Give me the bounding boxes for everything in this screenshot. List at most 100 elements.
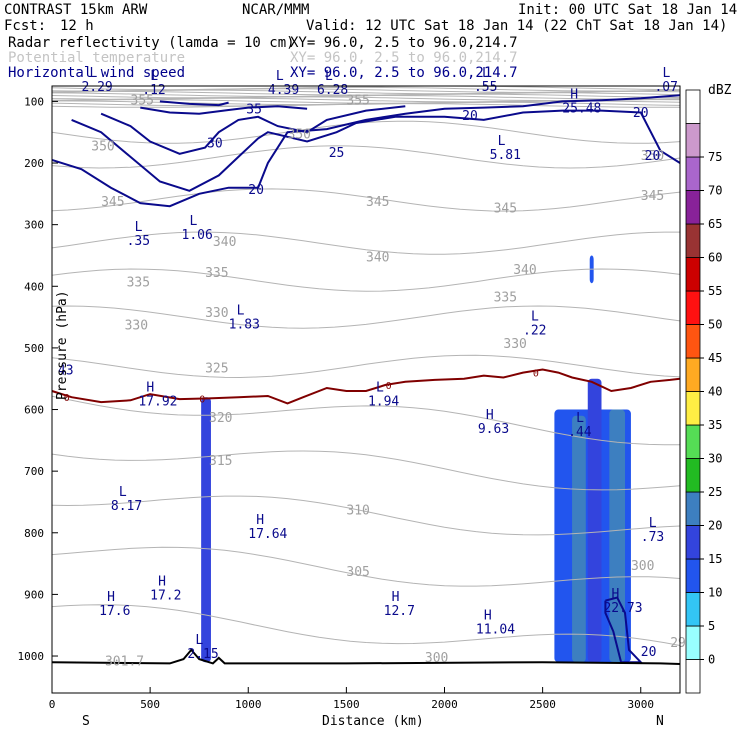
colorbar-swatch	[685, 558, 701, 593]
reflectivity-column	[609, 409, 626, 663]
extremum-value: .44	[568, 425, 592, 440]
theta-line	[51, 231, 680, 255]
extremum-marker: H	[158, 574, 166, 589]
extremum-value: 17.64	[248, 527, 287, 542]
extremum-marker: L	[89, 66, 97, 81]
theta-line	[51, 354, 681, 379]
theta-label: 340	[513, 263, 536, 278]
extremum-value: 1.06	[182, 228, 213, 243]
colorbar-swatch	[685, 190, 701, 225]
colorbar-label: 45	[708, 351, 722, 365]
extremum-value: 25.48	[562, 102, 601, 117]
extremum-value: 12.7	[384, 604, 415, 619]
theta-line	[51, 103, 680, 108]
colorbar-swatch	[685, 357, 701, 392]
extremum-marker: L	[325, 69, 333, 84]
colorbar-label: 50	[708, 318, 722, 332]
extremum-value: 6.28	[317, 83, 348, 98]
y-tick-label: 300	[24, 219, 44, 232]
colorbar-swatch	[685, 391, 701, 426]
extremum-value: .73	[641, 530, 664, 545]
y-tick-label: 600	[24, 404, 44, 417]
x-tick-label: 500	[140, 698, 160, 711]
colorbar-swatch	[685, 290, 701, 325]
theta-label: 330	[205, 306, 228, 321]
colorbar-label: 5	[708, 619, 715, 633]
colorbar-swatch	[685, 223, 701, 258]
init-time: Init: 00 UTC Sat 18 Jan 14	[518, 2, 737, 18]
colorbar-swatch	[685, 659, 701, 694]
theta-line	[51, 495, 681, 536]
colorbar-label: 0	[708, 653, 715, 667]
extremum-value: 1.94	[368, 394, 399, 409]
theta-line	[51, 450, 681, 491]
extremum-value: 4.39	[268, 83, 299, 98]
x-tick-label: 2500	[529, 698, 556, 711]
theta-line	[51, 305, 681, 329]
colorbar-swatch	[685, 525, 701, 560]
wind-speed-label: 20	[462, 109, 478, 124]
extremum-marker: L	[376, 380, 384, 395]
wind-contour	[51, 94, 681, 208]
theta-label: 340	[366, 251, 389, 266]
reflectivity-column	[201, 397, 211, 663]
valid-time: Valid: 12 UTC Sat 18 Jan 14 (22 ChT Sat …	[306, 18, 727, 34]
wind-speed-label: 20	[248, 183, 264, 198]
theta-label: 325	[205, 362, 228, 377]
theta-label: 345	[366, 195, 389, 210]
y-tick-label: 800	[24, 527, 44, 540]
fcst-label: Fcst:	[4, 18, 46, 34]
x-tick-label: 1000	[235, 698, 262, 711]
extremum-value: 2.29	[81, 80, 112, 95]
extremum-marker: H	[256, 513, 264, 528]
extremum-marker: H	[486, 408, 494, 423]
x-tick-label: 1500	[333, 698, 360, 711]
theta-label: 350	[641, 149, 664, 164]
extremum-value: 22.73	[603, 601, 642, 616]
colorbar-swatch	[685, 625, 701, 660]
colorbar-label: 40	[708, 385, 722, 399]
extremum-value: 11.04	[476, 622, 515, 637]
field-name-wind: Horizontal wind speed	[8, 65, 185, 81]
extremum-value: 8.17	[111, 499, 142, 514]
y-tick-label: 400	[24, 280, 44, 293]
colorbar-label: 60	[708, 251, 722, 265]
colorbar-label: 30	[708, 452, 722, 466]
x-tick-label: 0	[49, 698, 56, 711]
colorbar-swatch	[685, 123, 701, 158]
theta-label: 300	[631, 559, 654, 574]
wind-speed-label: 25	[329, 146, 345, 161]
freezing-level-label: 0	[533, 369, 539, 380]
theta-label: 305	[346, 565, 369, 580]
x-tick-label: 3000	[628, 698, 655, 711]
theta-label: 310	[346, 503, 369, 518]
freezing-level-line	[51, 368, 681, 405]
colorbar-swatch	[685, 424, 701, 459]
extremum-marker: L	[237, 303, 245, 318]
terrain-line	[51, 648, 681, 665]
freezing-level-layer: 0 0 0 0	[51, 368, 681, 405]
colorbar-swatch	[685, 324, 701, 359]
theta-label: 350	[288, 127, 311, 142]
theta-label: 335	[205, 266, 228, 281]
org-title: NCAR/MMM	[242, 2, 309, 18]
x-tick-label: 2000	[431, 698, 458, 711]
theta-line	[51, 85, 681, 91]
theta-label: 330	[125, 318, 148, 333]
colorbar-label: 15	[708, 552, 722, 566]
y-tick-label: 100	[24, 95, 44, 108]
extremum-marker: H	[146, 380, 154, 395]
theta-label: 300	[425, 651, 448, 666]
extremum-value: 1.83	[229, 317, 260, 332]
theta-label: 345	[101, 195, 124, 210]
reflectivity-layer	[201, 255, 631, 663]
colorbar-label: 35	[708, 418, 722, 432]
extremum-marker: L	[150, 69, 158, 84]
colorbar-label: 10	[708, 586, 722, 600]
extremum-value: .07	[654, 80, 677, 95]
freezing-level-label: 0	[386, 381, 392, 392]
extremum-value: 5.81	[490, 148, 521, 163]
colorbar-swatch	[685, 156, 701, 191]
theta-label: 335	[127, 275, 150, 290]
